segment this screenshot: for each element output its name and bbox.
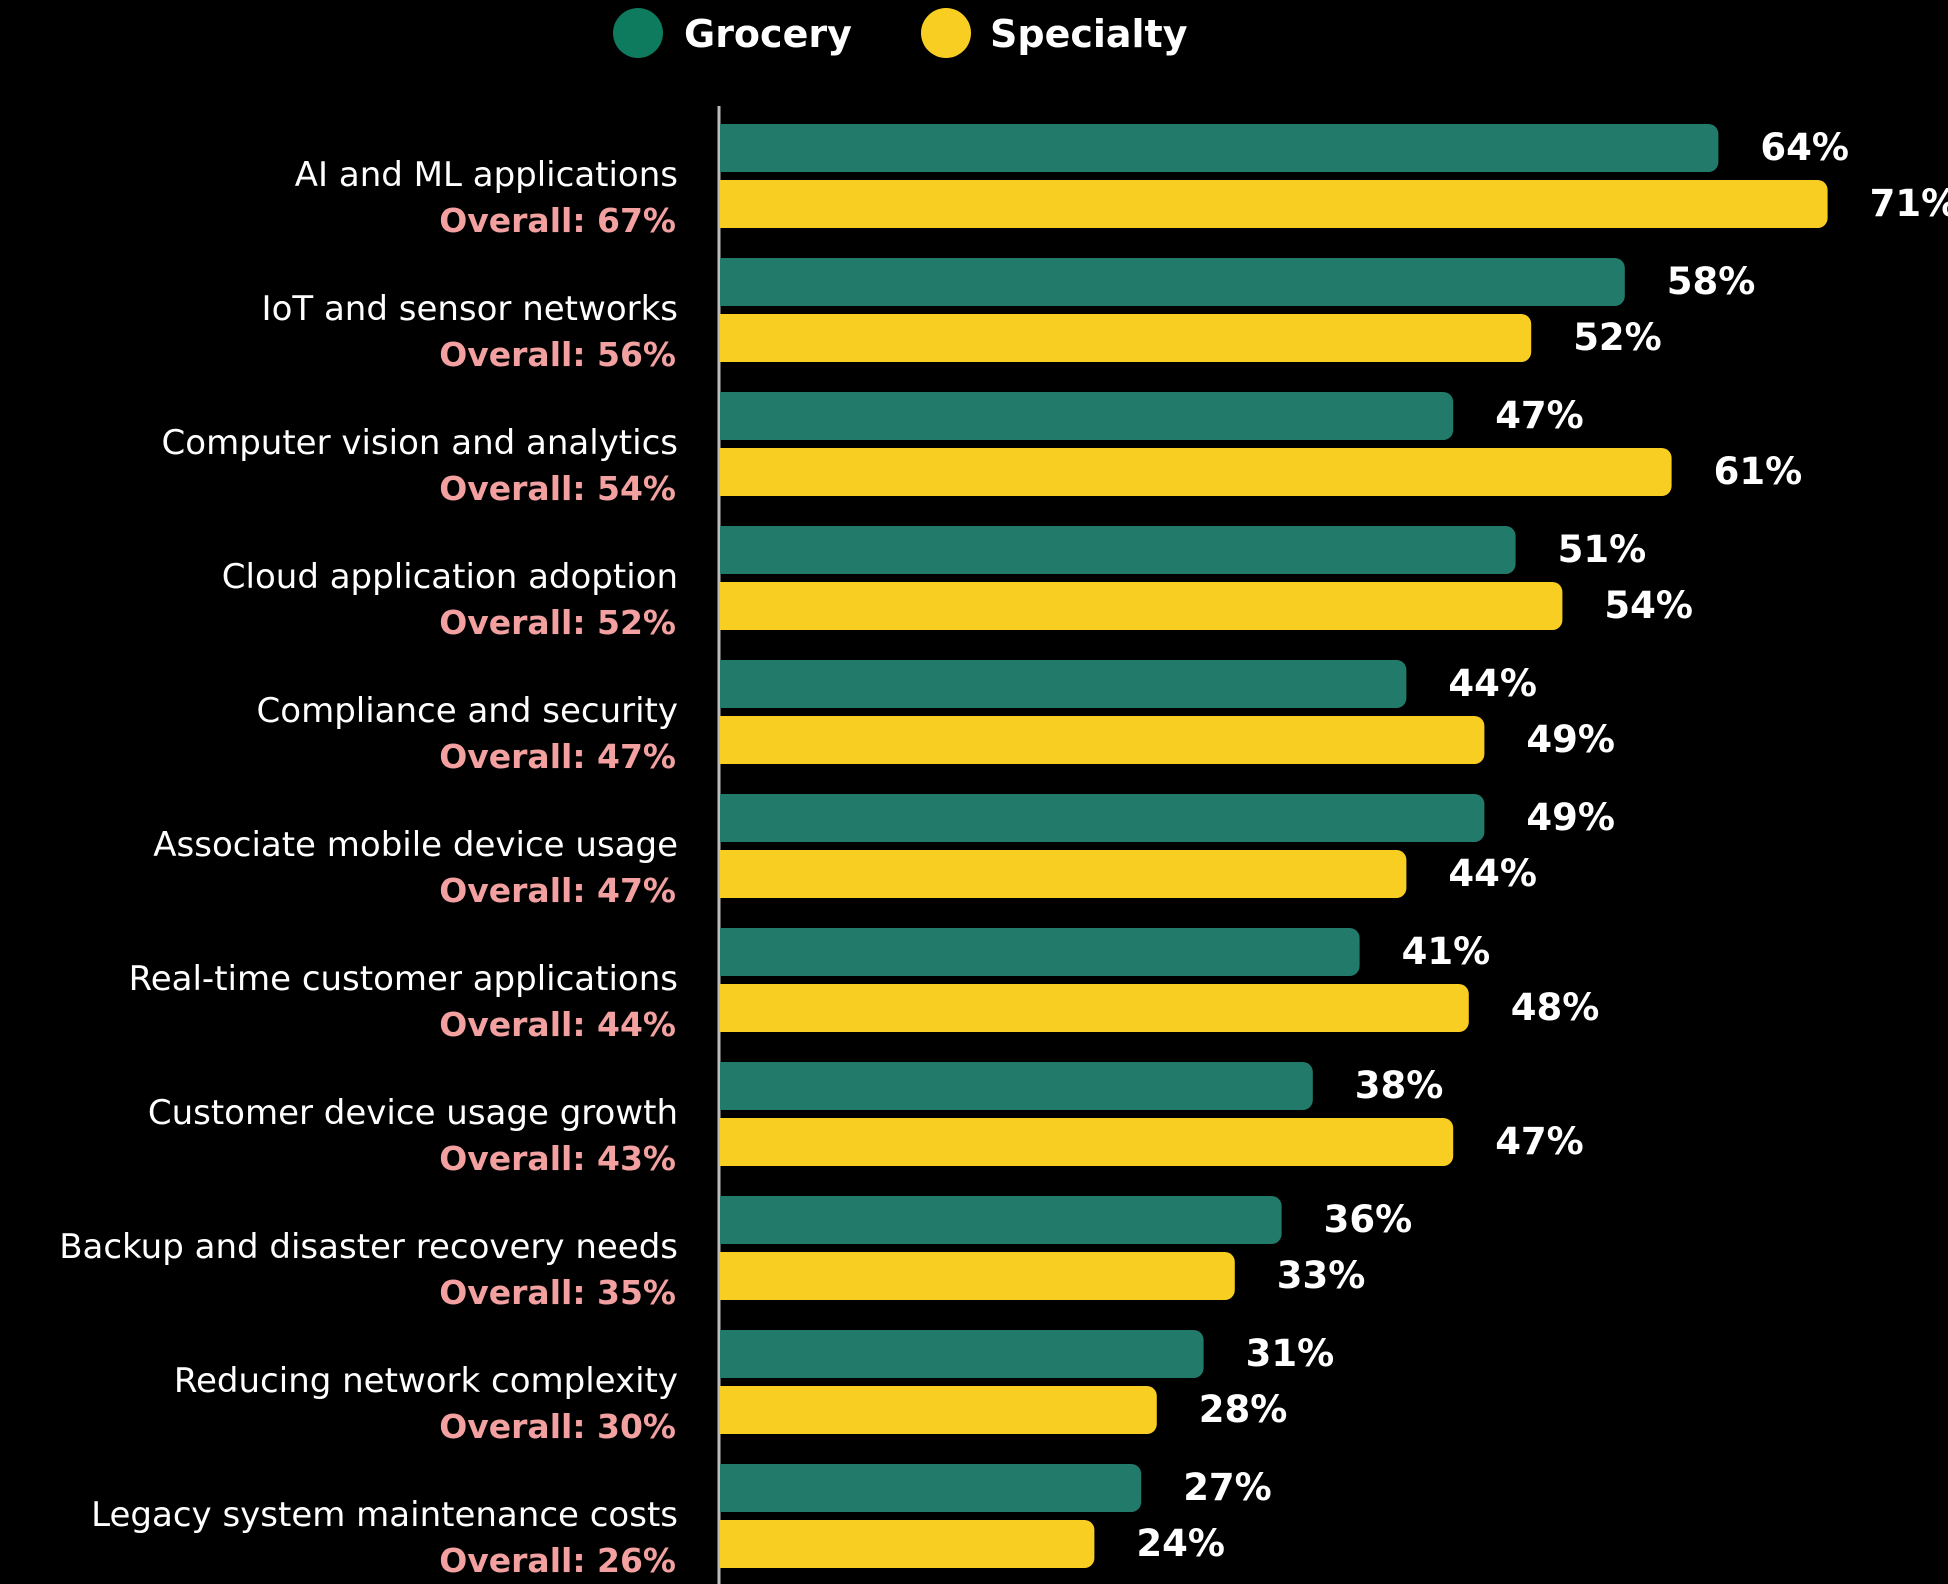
bar-specialty-real-time-customer-applications xyxy=(720,984,1469,1032)
overall-label-iot-and-sensor-networks: Overall: 56% xyxy=(439,335,676,374)
bar-base-specialty-backup-and-disaster-recovery-needs xyxy=(720,1252,732,1300)
bar-specialty-ai-and-ml-applications xyxy=(720,180,1828,228)
category-label-associate-mobile-device-usage: Associate mobile device usage xyxy=(153,825,678,865)
bar-grocery-associate-mobile-device-usage xyxy=(720,794,1485,842)
bar-specialty-legacy-system-maintenance-costs xyxy=(720,1520,1095,1568)
value-label-grocery-iot-and-sensor-networks: 58% xyxy=(1667,260,1756,303)
value-label-specialty-iot-and-sensor-networks: 52% xyxy=(1573,316,1662,359)
value-label-grocery-cloud-application-adoption: 51% xyxy=(1558,528,1647,571)
legend-label-specialty: Specialty xyxy=(990,12,1188,56)
bar-grocery-reducing-network-complexity xyxy=(720,1330,1204,1378)
value-label-grocery-ai-and-ml-applications: 64% xyxy=(1760,126,1849,169)
bars-group xyxy=(720,124,1828,1568)
bar-base-specialty-associate-mobile-device-usage xyxy=(720,850,732,898)
bar-base-grocery-real-time-customer-applications xyxy=(720,928,732,976)
value-label-specialty-compliance-and-security: 49% xyxy=(1526,718,1615,761)
bar-base-specialty-legacy-system-maintenance-costs xyxy=(720,1520,732,1568)
bar-specialty-customer-device-usage-growth xyxy=(720,1118,1454,1166)
value-label-specialty-computer-vision-and-analytics: 61% xyxy=(1714,450,1803,493)
overall-label-real-time-customer-applications: Overall: 44% xyxy=(439,1005,676,1044)
overall-label-computer-vision-and-analytics: Overall: 54% xyxy=(439,469,676,508)
value-label-specialty-ai-and-ml-applications: 71% xyxy=(1870,182,1948,225)
category-label-cloud-application-adoption: Cloud application adoption xyxy=(222,557,678,597)
bar-specialty-associate-mobile-device-usage xyxy=(720,850,1407,898)
bar-grocery-compliance-and-security xyxy=(720,660,1407,708)
category-label-backup-and-disaster-recovery-needs: Backup and disaster recovery needs xyxy=(59,1227,678,1267)
bar-base-grocery-legacy-system-maintenance-costs xyxy=(720,1464,732,1512)
bar-base-grocery-backup-and-disaster-recovery-needs xyxy=(720,1196,732,1244)
bar-base-grocery-iot-and-sensor-networks xyxy=(720,258,732,306)
bar-grocery-iot-and-sensor-networks xyxy=(720,258,1625,306)
bar-grocery-backup-and-disaster-recovery-needs xyxy=(720,1196,1282,1244)
category-label-ai-and-ml-applications: AI and ML applications xyxy=(295,155,678,195)
value-label-grocery-legacy-system-maintenance-costs: 27% xyxy=(1183,1466,1272,1509)
bar-base-grocery-cloud-application-adoption xyxy=(720,526,732,574)
bar-specialty-computer-vision-and-analytics xyxy=(720,448,1672,496)
bar-base-grocery-computer-vision-and-analytics xyxy=(720,392,732,440)
value-label-specialty-legacy-system-maintenance-costs: 24% xyxy=(1136,1522,1225,1565)
value-label-grocery-computer-vision-and-analytics: 47% xyxy=(1495,394,1584,437)
overall-label-backup-and-disaster-recovery-needs: Overall: 35% xyxy=(439,1273,676,1312)
value-label-specialty-customer-device-usage-growth: 47% xyxy=(1495,1120,1584,1163)
bar-grocery-customer-device-usage-growth xyxy=(720,1062,1313,1110)
bar-base-grocery-compliance-and-security xyxy=(720,660,732,708)
value-label-grocery-associate-mobile-device-usage: 49% xyxy=(1526,796,1615,839)
value-label-grocery-compliance-and-security: 44% xyxy=(1448,662,1537,705)
value-label-grocery-reducing-network-complexity: 31% xyxy=(1246,1332,1335,1375)
bar-base-grocery-customer-device-usage-growth xyxy=(720,1062,732,1110)
overall-label-reducing-network-complexity: Overall: 30% xyxy=(439,1407,676,1446)
category-label-computer-vision-and-analytics: Computer vision and analytics xyxy=(162,423,678,463)
category-label-iot-and-sensor-networks: IoT and sensor networks xyxy=(262,289,678,329)
bar-base-specialty-computer-vision-and-analytics xyxy=(720,448,732,496)
bar-base-grocery-ai-and-ml-applications xyxy=(720,124,732,172)
bar-grocery-legacy-system-maintenance-costs xyxy=(720,1464,1142,1512)
value-label-specialty-associate-mobile-device-usage: 44% xyxy=(1448,852,1537,895)
value-label-specialty-reducing-network-complexity: 28% xyxy=(1199,1388,1288,1431)
overall-label-associate-mobile-device-usage: Overall: 47% xyxy=(439,871,676,910)
bar-base-specialty-real-time-customer-applications xyxy=(720,984,732,1032)
value-label-grocery-backup-and-disaster-recovery-needs: 36% xyxy=(1324,1198,1413,1241)
bar-base-specialty-customer-device-usage-growth xyxy=(720,1118,732,1166)
bar-specialty-cloud-application-adoption xyxy=(720,582,1563,630)
overall-label-cloud-application-adoption: Overall: 52% xyxy=(439,603,676,642)
overall-label-legacy-system-maintenance-costs: Overall: 26% xyxy=(439,1541,676,1580)
bar-base-grocery-associate-mobile-device-usage xyxy=(720,794,732,842)
category-label-real-time-customer-applications: Real-time customer applications xyxy=(129,959,678,999)
legend-marker-specialty xyxy=(921,8,971,58)
bar-base-specialty-ai-and-ml-applications xyxy=(720,180,732,228)
category-label-reducing-network-complexity: Reducing network complexity xyxy=(174,1361,678,1401)
bar-specialty-reducing-network-complexity xyxy=(720,1386,1157,1434)
overall-label-ai-and-ml-applications: Overall: 67% xyxy=(439,201,676,240)
bar-base-specialty-iot-and-sensor-networks xyxy=(720,314,732,362)
bar-base-specialty-compliance-and-security xyxy=(720,716,732,764)
value-label-specialty-cloud-application-adoption: 54% xyxy=(1604,584,1693,627)
labels-group: AI and ML applications Overall: 67% 64% 71%… xyxy=(59,126,1948,1580)
category-label-legacy-system-maintenance-costs: Legacy system maintenance costs xyxy=(91,1495,678,1535)
bar-base-specialty-reducing-network-complexity xyxy=(720,1386,732,1434)
category-label-compliance-and-security: Compliance and security xyxy=(257,691,678,731)
bar-specialty-compliance-and-security xyxy=(720,716,1485,764)
legend: Grocery Specialty xyxy=(613,8,1188,58)
value-label-specialty-backup-and-disaster-recovery-needs: 33% xyxy=(1277,1254,1366,1297)
legend-marker-grocery xyxy=(613,8,663,58)
bar-grocery-cloud-application-adoption xyxy=(720,526,1516,574)
category-label-customer-device-usage-growth: Customer device usage growth xyxy=(148,1093,678,1133)
overall-label-customer-device-usage-growth: Overall: 43% xyxy=(439,1139,676,1178)
value-label-specialty-real-time-customer-applications: 48% xyxy=(1511,986,1600,1029)
bar-specialty-iot-and-sensor-networks xyxy=(720,314,1532,362)
bar-grocery-real-time-customer-applications xyxy=(720,928,1360,976)
value-label-grocery-customer-device-usage-growth: 38% xyxy=(1355,1064,1444,1107)
value-label-grocery-real-time-customer-applications: 41% xyxy=(1402,930,1491,973)
bar-grocery-computer-vision-and-analytics xyxy=(720,392,1454,440)
bar-base-specialty-cloud-application-adoption xyxy=(720,582,732,630)
bar-grocery-ai-and-ml-applications xyxy=(720,124,1719,172)
overall-label-compliance-and-security: Overall: 47% xyxy=(439,737,676,776)
bar-specialty-backup-and-disaster-recovery-needs xyxy=(720,1252,1235,1300)
legend-label-grocery: Grocery xyxy=(684,12,852,56)
bar-base-grocery-reducing-network-complexity xyxy=(720,1330,732,1378)
